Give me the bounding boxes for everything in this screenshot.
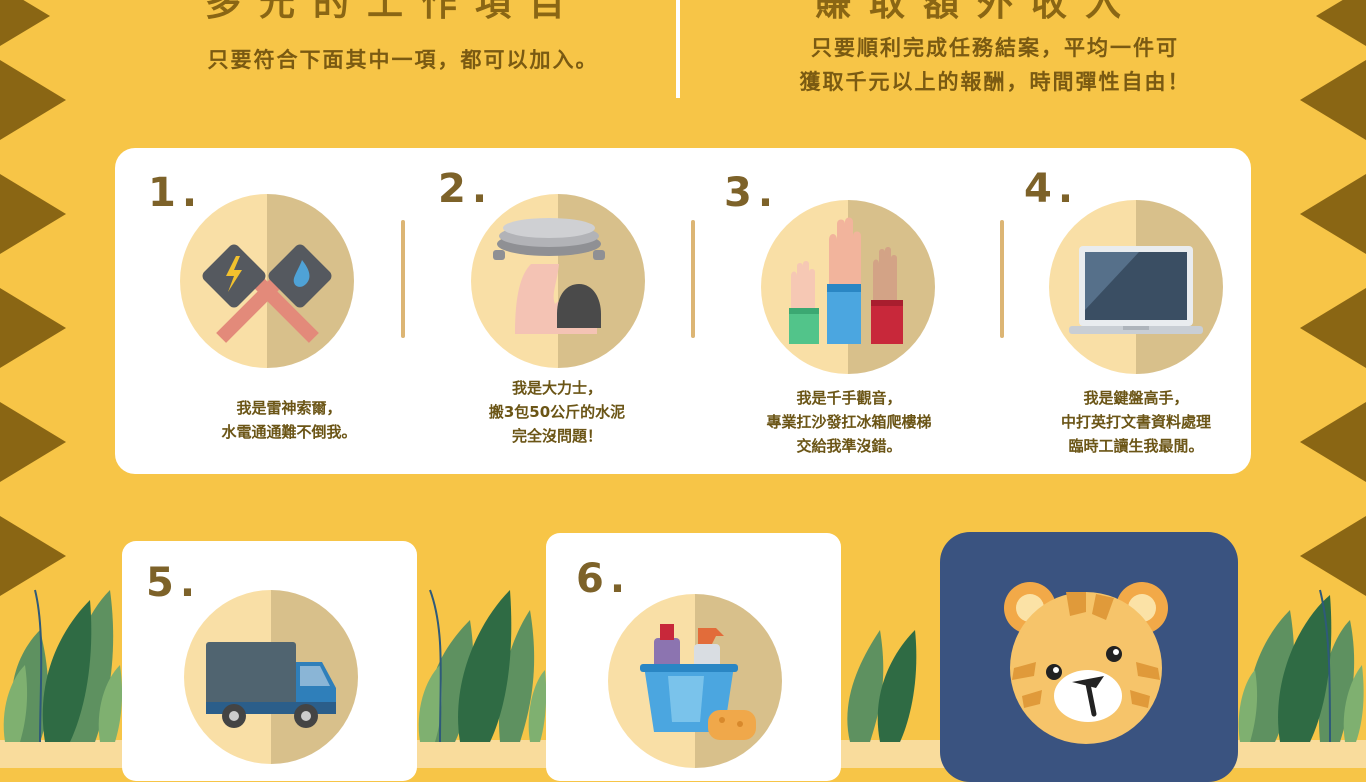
left-triangle <box>0 60 66 140</box>
caption-line: 我是雷神索爾， <box>236 399 342 417</box>
caption-line: 我是千手觀音， <box>796 389 902 407</box>
item-separator <box>1000 220 1004 338</box>
item-separator <box>401 220 405 338</box>
item-6-icon-circle <box>608 594 782 768</box>
right-header-subtitle-line1: 只要順利完成任務結案，平均一件可 <box>811 36 1179 60</box>
item-number: 3. <box>724 170 780 216</box>
right-triangle <box>1316 0 1366 46</box>
left-triangle <box>0 288 66 368</box>
item-number: 4. <box>1024 166 1080 212</box>
item-separator <box>691 220 695 338</box>
caption-line: 專業扛沙發扛冰箱爬樓梯 <box>766 413 932 431</box>
header-divider <box>676 0 680 98</box>
right-triangle <box>1300 516 1366 596</box>
cleaning-bucket-icon <box>640 624 756 740</box>
item-4-caption: 我是鍵盤高手， 中打英打文書資料處理 臨時工讀生我最閒。 <box>1016 386 1256 458</box>
caption-line: 交給我準沒錯。 <box>796 437 902 455</box>
item-number: 6. <box>576 556 632 602</box>
caption-line: 搬3包50公斤的水泥 <box>488 403 626 421</box>
left-triangle <box>0 516 66 596</box>
right-triangle <box>1300 402 1366 482</box>
item-2-icon-circle <box>471 194 645 368</box>
caption-line: 中打英打文書資料處理 <box>1060 413 1211 431</box>
mascot-card <box>940 532 1238 782</box>
electric-water-tools-icon <box>202 244 332 343</box>
left-triangle <box>0 402 66 482</box>
item-5-icon-circle <box>184 590 358 764</box>
left-header-title: 多元的工作項目 <box>205 0 584 24</box>
left-header-subtitle: 只要符合下面其中一項，都可以加入。 <box>207 48 599 72</box>
item-number: 5. <box>146 560 202 606</box>
item-2-caption: 我是大力士， 搬3包50公斤的水泥 完全沒問題！ <box>448 376 666 448</box>
caption-line: 完全沒問題！ <box>511 427 602 445</box>
caption-line: 我是大力士， <box>511 379 602 397</box>
caption-line: 水電通通難不倒我。 <box>221 423 357 441</box>
item-number: 2. <box>438 166 494 212</box>
item-number: 1. <box>148 170 204 216</box>
caption-line: 我是鍵盤高手， <box>1083 389 1189 407</box>
right-triangle <box>1300 60 1366 140</box>
laptop-icon <box>1069 246 1203 334</box>
raised-hands-icon <box>789 217 903 344</box>
tiger-face-icon <box>1004 582 1168 744</box>
item-3-caption: 我是千手觀音， 專業扛沙發扛冰箱爬樓梯 交給我準沒錯。 <box>728 386 970 458</box>
right-triangle <box>1300 288 1366 368</box>
item-1-icon-circle <box>180 194 354 368</box>
left-triangle <box>0 174 66 254</box>
strong-arm-lifting-icon <box>493 218 605 334</box>
right-triangle <box>1300 174 1366 254</box>
item-3-icon-circle <box>761 200 935 374</box>
right-header-subtitle-line2: 獲取千元以上的報酬，時間彈性自由！ <box>799 70 1191 94</box>
item-4-icon-circle <box>1049 200 1223 374</box>
item-1-caption: 我是雷神索爾， 水電通通難不倒我。 <box>180 396 398 444</box>
caption-line: 臨時工讀生我最閒。 <box>1068 437 1204 455</box>
truck-icon <box>206 642 336 728</box>
left-triangle <box>0 0 50 46</box>
right-header-title: 賺取額外收入 <box>815 0 1140 24</box>
